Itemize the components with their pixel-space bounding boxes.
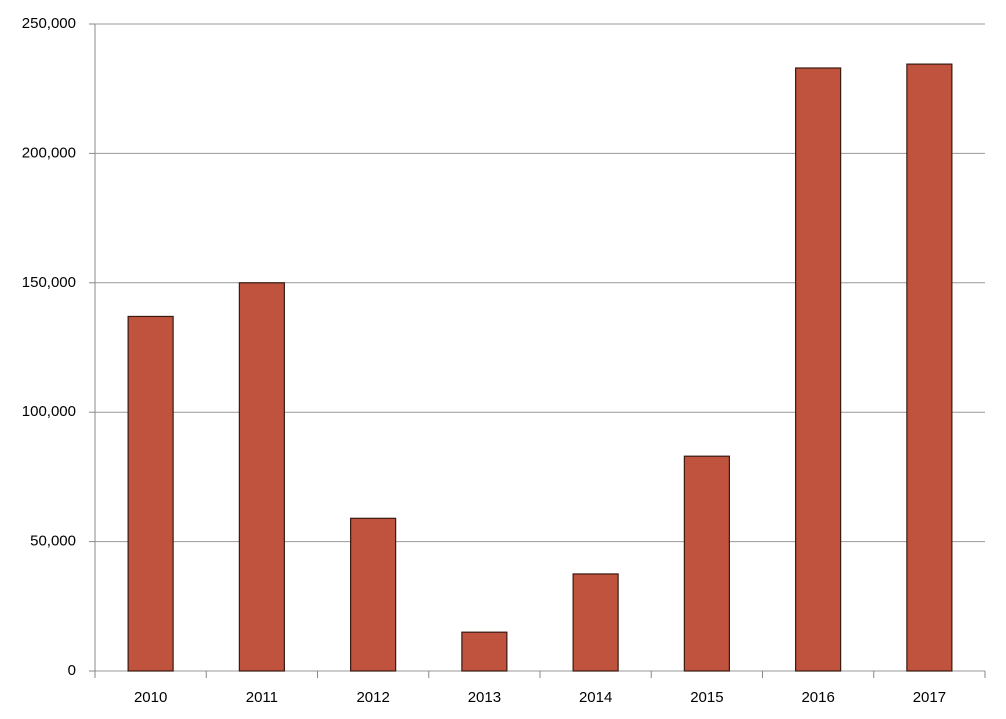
- y-tick-label: 150,000: [22, 274, 76, 291]
- y-tick-label: 50,000: [30, 533, 76, 550]
- bar: [127, 315, 174, 672]
- x-tick-label: 2014: [579, 689, 612, 706]
- bar: [683, 455, 730, 672]
- x-tick-label: 2015: [690, 689, 723, 706]
- y-tick-label: 0: [68, 662, 76, 679]
- x-tick-label: 2010: [134, 689, 167, 706]
- bar: [906, 63, 953, 672]
- x-tick-label: 2011: [246, 689, 278, 706]
- x-tick-label: 2012: [356, 689, 389, 706]
- x-tick-label: 2016: [801, 689, 834, 706]
- y-tick-label: 250,000: [22, 15, 76, 32]
- bar: [350, 517, 397, 672]
- bar: [795, 67, 842, 672]
- bar: [461, 631, 508, 672]
- bar: [238, 282, 285, 672]
- x-tick-label: 2013: [468, 689, 501, 706]
- bar: [572, 573, 619, 672]
- y-tick-label: 100,000: [22, 403, 76, 420]
- x-tick-label: 2017: [913, 689, 946, 706]
- y-tick-label: 200,000: [22, 144, 76, 161]
